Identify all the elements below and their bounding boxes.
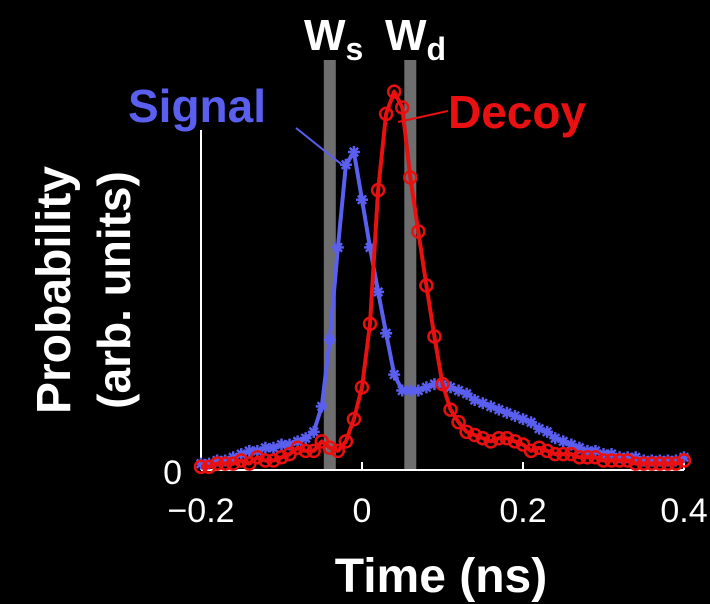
point-decoy <box>459 424 474 440</box>
point-decoy <box>660 456 676 471</box>
point-decoy <box>652 456 668 471</box>
point-decoy <box>676 453 692 468</box>
point-decoy <box>668 456 684 471</box>
point-signal <box>331 241 344 254</box>
window-label-ws: Ws <box>304 11 363 67</box>
point-signal <box>347 146 360 158</box>
point-decoy <box>419 278 434 293</box>
y-axis-title-line2: (arb. units) <box>88 171 140 409</box>
point-decoy <box>636 456 651 471</box>
point-decoy <box>338 434 354 449</box>
point-decoy <box>274 450 289 465</box>
point-decoy <box>346 411 362 427</box>
window-bar-wd <box>404 60 417 470</box>
point-decoy <box>330 443 346 459</box>
x-ticks: −0.2 0 0.2 0.4 <box>167 462 708 530</box>
point-decoy <box>620 453 635 468</box>
x-tick-label-2: 0.2 <box>499 492 546 530</box>
point-signal <box>339 158 352 171</box>
point-decoy <box>322 440 338 455</box>
point-signal <box>541 425 554 438</box>
series-layer <box>193 84 692 475</box>
point-signal <box>299 432 312 445</box>
point-signal <box>323 333 336 346</box>
point-decoy <box>362 316 378 331</box>
point-decoy <box>523 443 539 459</box>
y-tick-label-0: 0 <box>163 454 182 492</box>
legend-signal-leader <box>295 127 342 165</box>
point-signal <box>388 368 401 381</box>
point-decoy <box>499 430 515 446</box>
point-decoy <box>266 453 281 468</box>
point-decoy <box>612 453 627 468</box>
point-decoy <box>258 453 273 468</box>
x-axis-title: Time (ns) <box>335 550 547 603</box>
point-decoy <box>201 459 217 475</box>
point-decoy <box>386 84 402 99</box>
point-decoy <box>491 430 507 446</box>
point-decoy <box>217 456 233 471</box>
point-decoy <box>596 453 611 468</box>
point-decoy <box>588 450 603 465</box>
point-signal <box>356 193 368 206</box>
point-decoy <box>475 430 490 446</box>
legend-signal: Signal <box>128 80 266 132</box>
point-decoy <box>395 100 410 115</box>
axes <box>200 130 684 471</box>
point-decoy <box>531 440 547 455</box>
point-decoy <box>403 170 418 185</box>
point-decoy <box>193 459 209 475</box>
legend-decoy-leader <box>397 110 449 123</box>
point-decoy <box>604 453 619 468</box>
point-decoy <box>435 376 450 392</box>
point-signal <box>525 416 538 429</box>
point-decoy <box>290 440 305 455</box>
point-decoy <box>209 456 225 471</box>
series-line-decoy <box>201 89 685 469</box>
point-signal <box>404 384 417 397</box>
point-decoy <box>507 434 523 449</box>
point-decoy <box>572 450 587 465</box>
point-signal <box>380 327 393 340</box>
point-decoy <box>378 106 394 122</box>
point-decoy <box>306 443 321 459</box>
point-decoy <box>225 456 241 471</box>
x-tick-label-1: 0 <box>353 492 372 530</box>
series-decoy <box>193 84 692 475</box>
point-decoy <box>354 380 370 395</box>
point-decoy <box>443 402 458 417</box>
point-decoy <box>628 456 643 471</box>
point-decoy <box>427 329 442 344</box>
point-decoy <box>234 453 249 468</box>
point-decoy <box>547 446 563 462</box>
point-decoy <box>580 450 595 465</box>
point-decoy <box>250 450 265 465</box>
window-label-wd: Wd <box>385 11 446 67</box>
legend-decoy: Decoy <box>448 86 586 138</box>
point-decoy <box>451 415 466 430</box>
point-signal <box>460 387 473 400</box>
point-signal <box>315 400 328 413</box>
point-decoy <box>467 427 482 443</box>
point-decoy <box>539 443 555 459</box>
point-signal <box>372 285 385 298</box>
point-decoy <box>370 182 386 198</box>
y-axis-title-line1: Probability <box>28 166 81 414</box>
x-tick-label-3: 0.4 <box>660 492 707 530</box>
point-decoy <box>644 456 660 471</box>
point-decoy <box>298 443 313 459</box>
point-decoy <box>411 224 426 239</box>
point-decoy <box>483 434 499 449</box>
point-signal <box>307 425 320 438</box>
point-decoy <box>556 446 571 462</box>
point-decoy <box>564 446 579 462</box>
x-tick-label-0: −0.2 <box>167 492 234 530</box>
